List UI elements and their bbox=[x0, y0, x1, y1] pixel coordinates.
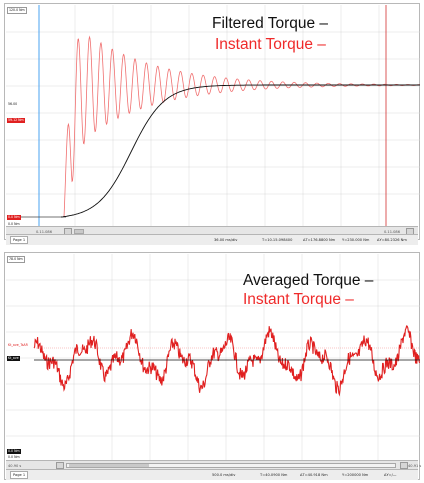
status-scale: 36.00 ms/div bbox=[214, 238, 238, 242]
axis-bottom-label-2: 0.0 Nm bbox=[8, 455, 20, 459]
scroll-thumb[interactable] bbox=[69, 464, 149, 467]
scroll-right-icon[interactable] bbox=[400, 462, 408, 469]
axis-bottom-label: 0.0 Nm bbox=[8, 222, 20, 226]
axis-top-label: 78.0 Nm bbox=[7, 256, 25, 263]
page-tab[interactable]: Page 1 bbox=[10, 471, 29, 479]
filtered-plot-area[interactable] bbox=[6, 5, 420, 229]
legend-filtered-torque: Filtered Torque – bbox=[212, 15, 329, 32]
scroll-thumb[interactable] bbox=[75, 230, 83, 233]
axis-red-label: Kt_ave_TsAR bbox=[8, 343, 28, 347]
time-left-label: 0.11.086 bbox=[36, 230, 53, 234]
legend-instant-torque: Instant Torque – bbox=[243, 291, 354, 308]
averaged-torque-panel: 78.0 Nm Kt_ave_TsAR Kt_ave 0.0 Nm 0.0 Nm… bbox=[4, 252, 422, 480]
averaged-torque-chart[interactable] bbox=[6, 254, 420, 462]
axis-bottom-label: 0.0 Nm bbox=[7, 449, 21, 454]
page-tab[interactable]: Page 1 bbox=[10, 236, 29, 244]
status-dt: ΔT=176.8800 Nm bbox=[303, 238, 336, 242]
instant-torque-trace bbox=[63, 35, 420, 218]
status-dy: ΔY=80.2326 Nm bbox=[377, 238, 407, 242]
panel2-status-bar: Page 1 500.0 ms/div T=40.0900 Nm ΔT=40.9… bbox=[6, 469, 418, 480]
time-left-label: 40.90 s bbox=[8, 464, 22, 468]
axis-top-label: 120.0 Nm bbox=[7, 7, 27, 14]
status-dt: ΔT=40.918 Nm bbox=[300, 473, 328, 477]
panel2-scroll-bar: 40.90 s 40.91 s bbox=[6, 460, 422, 471]
panel1-status-bar: Page 1 36.00 ms/div T=10.15.098400 ΔT=17… bbox=[6, 234, 418, 245]
status-scale: 500.0 ms/div bbox=[212, 473, 236, 477]
scroll-track[interactable] bbox=[74, 229, 84, 234]
marker-red-bottom-label: 0.0 Nm bbox=[7, 215, 21, 220]
filtered-torque-trace bbox=[60, 84, 420, 218]
legend-instant-torque: Instant Torque – bbox=[215, 36, 326, 53]
status-y: Y=200000 Nm bbox=[342, 473, 369, 477]
status-y: Y=230.000 Nm bbox=[342, 238, 370, 242]
scroll-track[interactable] bbox=[66, 463, 396, 468]
scroll-left-icon[interactable] bbox=[56, 462, 64, 469]
panel1-scroll-bar: 0.11.086 0.11.086 bbox=[6, 226, 418, 237]
time-right-label: 0.11.086 bbox=[384, 230, 401, 234]
legend-averaged-torque: Averaged Torque – bbox=[243, 272, 374, 289]
marker-red-label: 59.12 Nm bbox=[7, 118, 25, 123]
status-t: T=10.15.098400 bbox=[262, 238, 293, 242]
axis-mid-label: 56.00 bbox=[8, 102, 18, 106]
averaged-plot-area[interactable] bbox=[6, 254, 420, 462]
axis-mid-label: Kt_ave bbox=[7, 356, 20, 361]
status-dy: ΔY=/— bbox=[384, 473, 397, 477]
time-right-label: 40.91 s bbox=[408, 464, 422, 468]
instant-torque-trace bbox=[33, 325, 420, 397]
filtered-torque-panel: 120.0 Nm 56.00 59.12 Nm 0.0 Nm 0.0 Nm Fi… bbox=[4, 3, 420, 245]
status-t: T=40.0900 Nm bbox=[260, 473, 288, 477]
filtered-torque-chart[interactable] bbox=[6, 5, 420, 229]
